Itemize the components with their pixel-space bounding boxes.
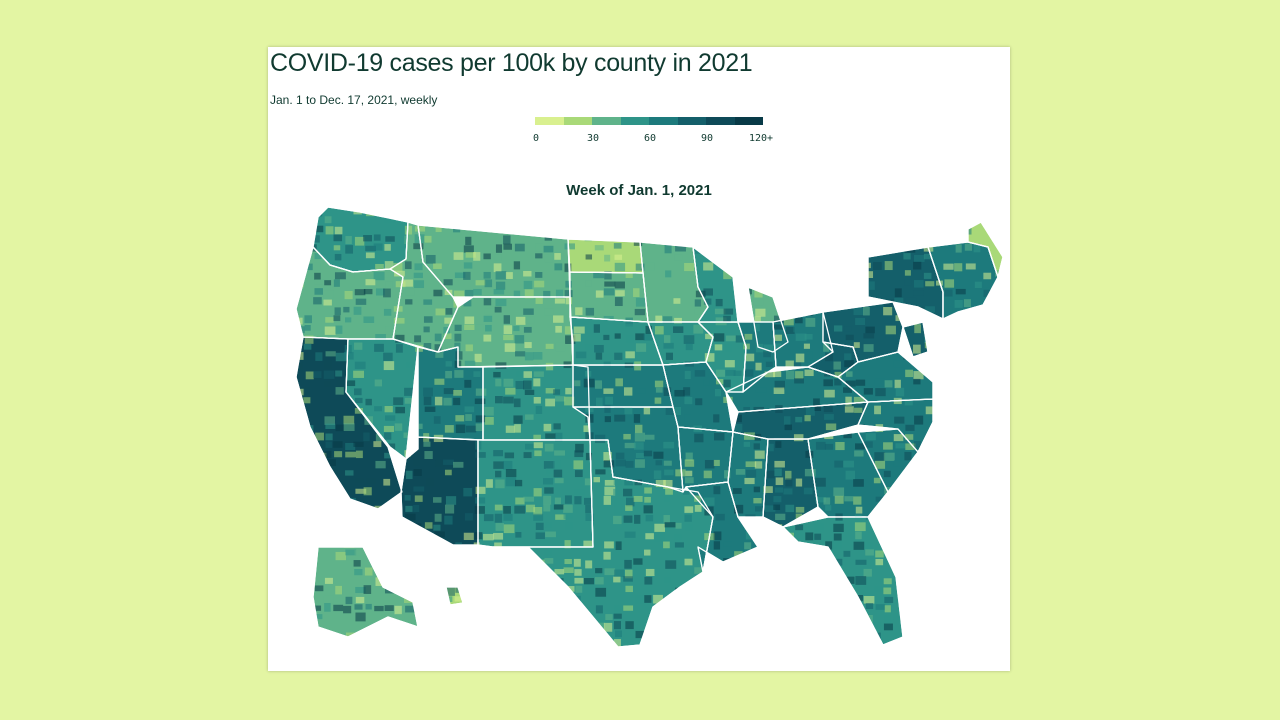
state-borders [295, 206, 1004, 648]
legend-tick-30: 30 [586, 133, 600, 144]
chart-title: COVID-19 cases per 100k by county in 202… [270, 49, 753, 77]
legend-swatch-3 [620, 117, 649, 125]
map-card: COVID-19 cases per 100k by county in 202… [268, 47, 1010, 671]
legend-swatch-1 [563, 117, 592, 125]
week-label: Week of Jan. 1, 2021 [566, 182, 712, 199]
legend-tick-120-plus: 120+ [748, 133, 774, 144]
legend-swatch-2 [592, 117, 621, 125]
legend-swatch-4 [649, 117, 678, 125]
chart-subtitle: Jan. 1 to Dec. 17, 2021, weekly [270, 93, 438, 107]
us-county-choropleth-map [295, 206, 1004, 648]
legend-tick-90: 90 [700, 133, 714, 144]
legend-tick-0: 0 [532, 133, 540, 144]
legend-swatch-6 [706, 117, 735, 125]
legend-swatch-0 [535, 117, 564, 125]
legend-swatch-5 [677, 117, 706, 125]
legend-swatch-7 [734, 117, 763, 125]
legend-tick-60: 60 [643, 133, 657, 144]
color-legend-bar [535, 117, 763, 125]
